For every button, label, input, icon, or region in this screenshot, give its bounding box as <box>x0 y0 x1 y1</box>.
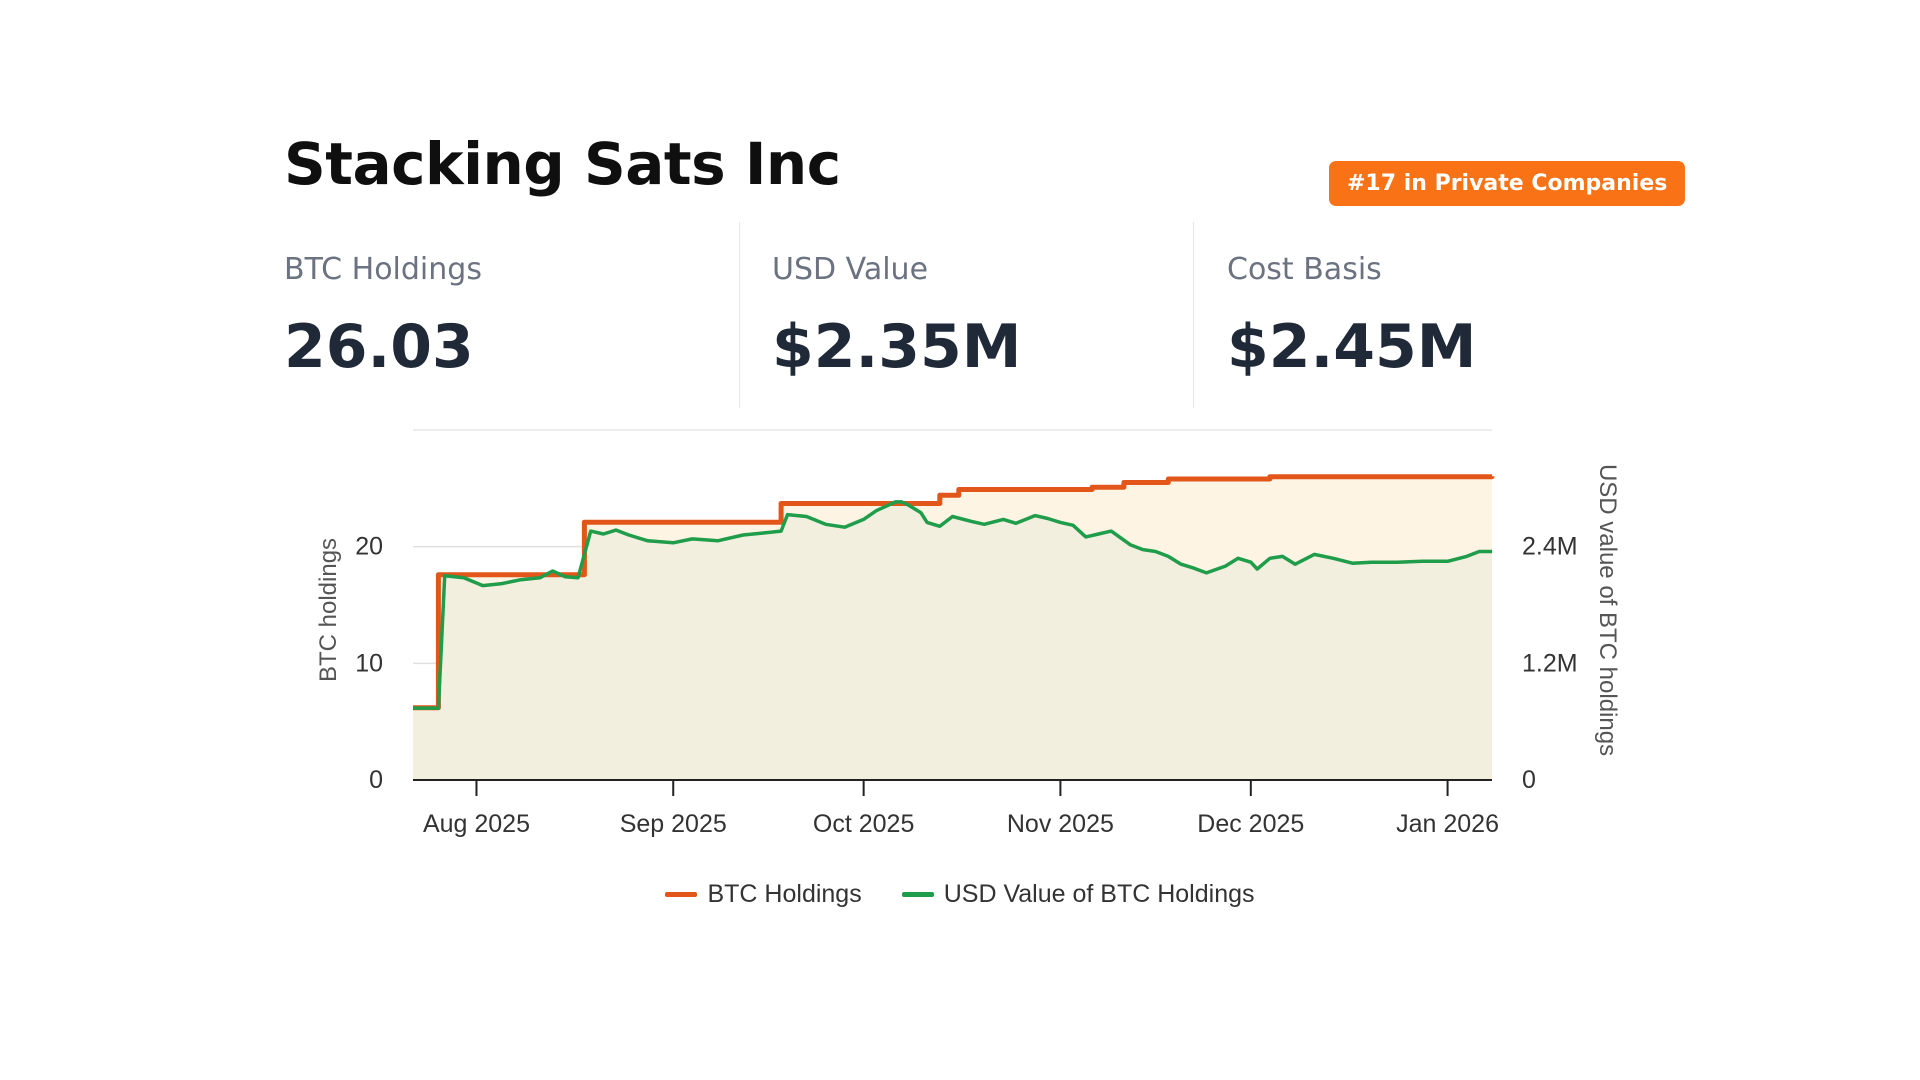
y2-tick-label: 1.2M <box>1522 649 1578 677</box>
x-tick-label: Dec 2025 <box>1197 810 1304 838</box>
stat-value: $2.45M <box>1227 312 1477 382</box>
x-tick-label: Oct 2025 <box>813 810 914 838</box>
stat-value: $2.35M <box>772 312 1022 382</box>
rank-badge: #17 in Private Companies <box>1329 161 1686 206</box>
page-title: Stacking Sats Inc <box>284 130 841 198</box>
y-axis-title: BTC holdings <box>315 538 342 682</box>
legend-item-usd[interactable]: USD Value of BTC Holdings <box>901 880 1255 909</box>
stat-usd-value: USD Value $2.35M <box>772 222 1172 408</box>
stat-value: 26.03 <box>284 312 474 382</box>
usd-value-line <box>413 500 1492 710</box>
x-tick-label: Nov 2025 <box>1007 810 1114 838</box>
stat-label: Cost Basis <box>1227 252 1382 287</box>
stat-label: BTC Holdings <box>284 252 482 287</box>
stat-cost-basis: Cost Basis $2.45M <box>1227 222 1627 408</box>
stat-btc-holdings: BTC Holdings 26.03 <box>284 222 684 408</box>
stat-divider <box>739 222 740 408</box>
y-tick-label: 10 <box>355 649 383 677</box>
y2-tick-label: 2.4M <box>1522 533 1578 561</box>
legend-swatch-btc <box>665 892 698 897</box>
stat-label: USD Value <box>772 252 929 287</box>
y-tick-label: 0 <box>369 766 383 794</box>
x-tick-label: Jan 2026 <box>1396 810 1499 838</box>
usd-value-area <box>413 501 1492 780</box>
x-tick-label: Aug 2025 <box>423 810 530 838</box>
y2-axis-title: USD value of BTC holdings <box>1594 464 1621 756</box>
legend-item-btc[interactable]: BTC Holdings <box>665 880 862 909</box>
y2-tick-label: 0 <box>1522 766 1536 794</box>
chart-legend: BTC Holdings USD Value of BTC Holdings <box>0 880 1920 909</box>
x-tick-label: Sep 2025 <box>620 810 727 838</box>
legend-swatch-usd <box>901 892 934 897</box>
stat-divider <box>1193 222 1194 408</box>
legend-label: BTC Holdings <box>707 880 862 908</box>
y-tick-label: 20 <box>355 533 383 561</box>
legend-label: USD Value of BTC Holdings <box>943 880 1255 908</box>
